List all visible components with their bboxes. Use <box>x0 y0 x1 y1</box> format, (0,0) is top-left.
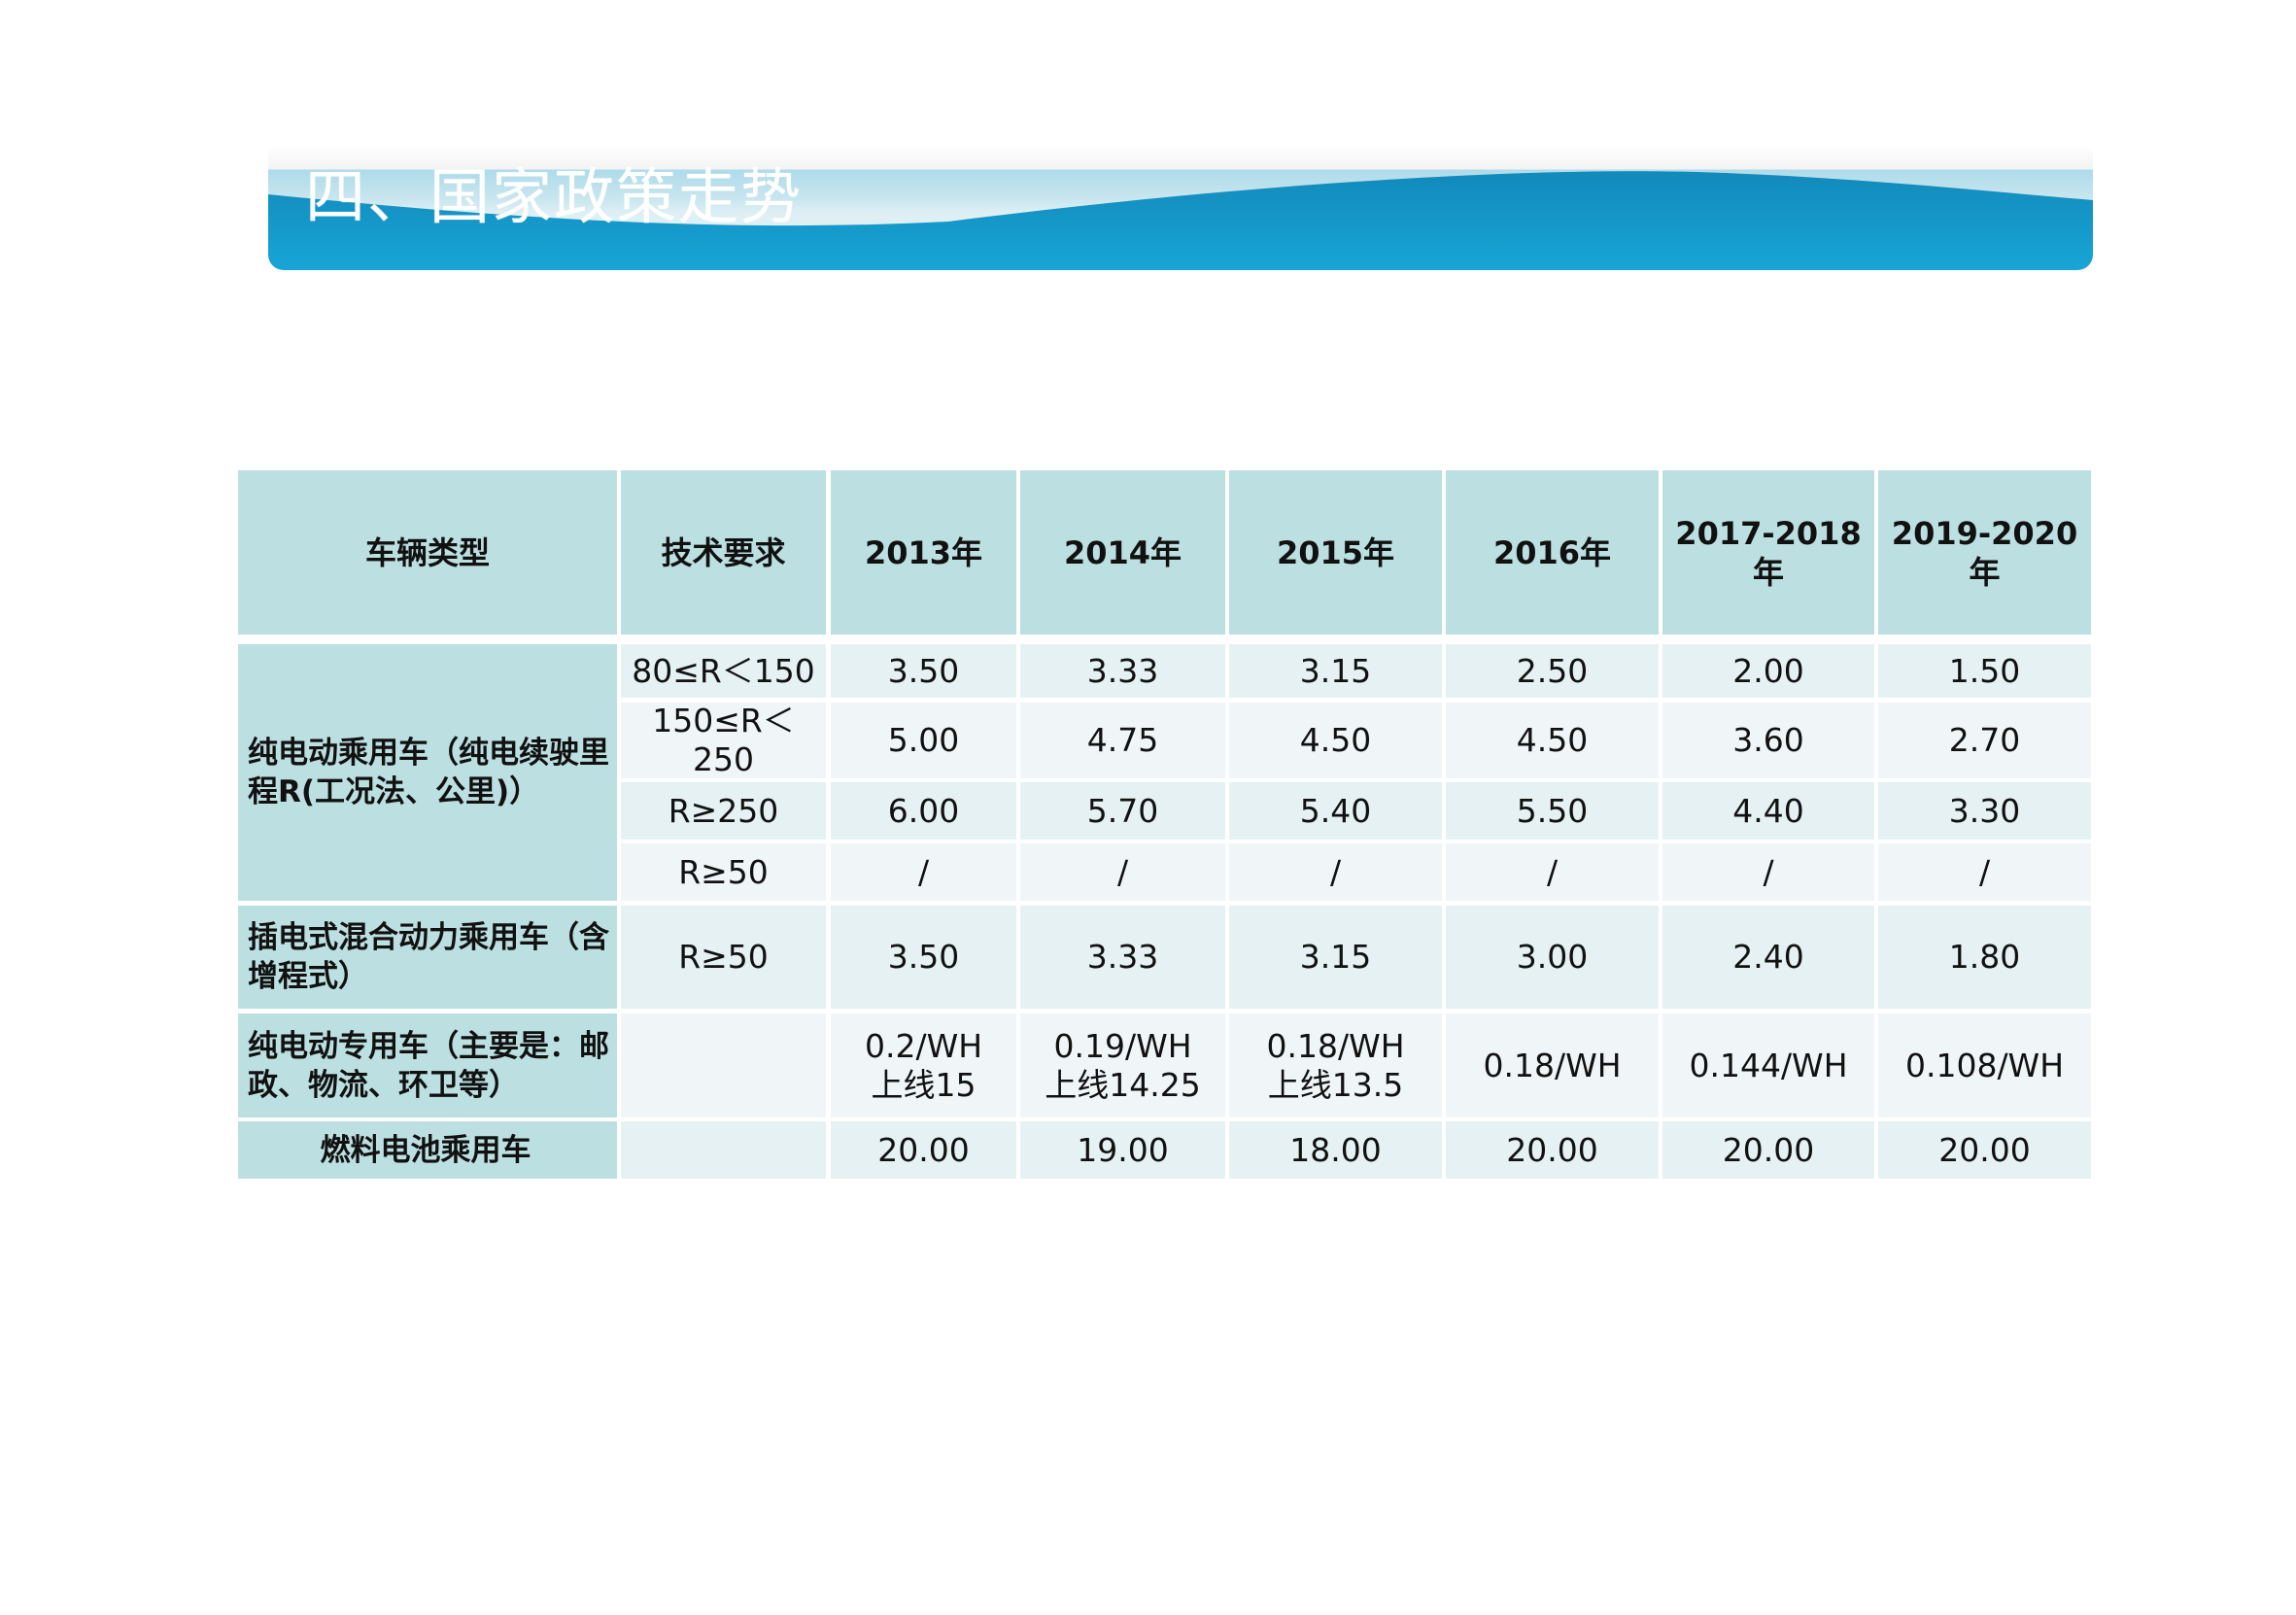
header-2013: 2013年 <box>831 470 1016 635</box>
header-vehicle-type: 车辆类型 <box>238 470 617 635</box>
value-cell: 0.19/WH 上线14.25 <box>1020 1014 1225 1117</box>
value-cell: 4.50 <box>1229 703 1442 778</box>
vehicle-type-fuel-cell: 燃料电池乘用车 <box>238 1121 617 1179</box>
value-cell: 0.18/WH 上线13.5 <box>1229 1014 1442 1117</box>
value-cell: 3.50 <box>831 644 1016 698</box>
value-cell: 5.00 <box>831 703 1016 778</box>
value-cell: 3.15 <box>1229 644 1442 698</box>
requirement-cell: 150≤R＜ 250 <box>621 702 826 778</box>
header-2015: 2015年 <box>1229 470 1442 635</box>
value-cell: 3.33 <box>1020 644 1225 698</box>
value-cell: / <box>1662 843 1874 901</box>
vehicle-type-phev-passenger: 插电式混合动力乘用车（含增程式） <box>238 906 617 1009</box>
value-cell: 3.00 <box>1446 906 1659 1009</box>
requirement-cell: R≥50 <box>621 843 826 901</box>
value-cell: 0.18/WH <box>1446 1014 1659 1117</box>
value-cell: 6.00 <box>831 782 1016 840</box>
value-cell: 1.80 <box>1878 906 2091 1009</box>
value-cell: 19.00 <box>1020 1121 1225 1179</box>
requirement-cell <box>621 1014 826 1117</box>
value-cell: 2.50 <box>1446 644 1659 698</box>
header-tech-requirement: 技术要求 <box>621 470 826 635</box>
value-cell: 4.40 <box>1662 782 1874 840</box>
value-cell: 3.33 <box>1020 906 1225 1009</box>
vehicle-type-bev-special: 纯电动专用车（主要是：邮政、物流、环卫等） <box>238 1014 617 1117</box>
header-2016: 2016年 <box>1446 470 1659 635</box>
requirement-cell <box>621 1121 826 1179</box>
value-cell: 18.00 <box>1229 1121 1442 1179</box>
value-cell: / <box>1878 843 2091 901</box>
value-cell: / <box>831 843 1016 901</box>
value-cell: / <box>1020 843 1225 901</box>
wave-decoration <box>268 171 2093 270</box>
value-cell: 5.70 <box>1020 782 1225 840</box>
requirement-cell: R≥50 <box>621 906 826 1009</box>
value-cell: 1.50 <box>1878 644 2091 698</box>
value-cell: 20.00 <box>1662 1121 1874 1179</box>
header-2014: 2014年 <box>1020 470 1225 635</box>
value-cell: 3.60 <box>1662 703 1874 778</box>
value-cell: 20.00 <box>831 1121 1016 1179</box>
value-cell: 20.00 <box>1878 1121 2091 1179</box>
value-cell: 0.108/WH <box>1878 1014 2091 1117</box>
value-cell: 2.70 <box>1878 703 2091 778</box>
value-cell: 3.15 <box>1229 906 1442 1009</box>
requirement-cell: R≥250 <box>621 782 826 840</box>
value-cell: / <box>1446 843 1659 901</box>
value-cell: 5.50 <box>1446 782 1659 840</box>
header-2017-2018: 2017-2018 年 <box>1662 470 1874 635</box>
requirement-cell: 80≤R＜150 <box>621 644 826 698</box>
page-title: 四、国家政策走势 <box>305 161 804 232</box>
value-cell: 2.00 <box>1662 644 1874 698</box>
vehicle-type-bev-passenger: 纯电动乘用车（纯电续驶里程R(工况法、公里)） <box>238 644 617 901</box>
value-cell: 0.144/WH <box>1662 1014 1874 1117</box>
section-banner: 四、国家政策走势 <box>268 146 2093 270</box>
value-cell: 5.40 <box>1229 782 1442 840</box>
value-cell: 2.40 <box>1662 906 1874 1009</box>
value-cell: 3.50 <box>831 906 1016 1009</box>
value-cell: 4.75 <box>1020 703 1225 778</box>
value-cell: 4.50 <box>1446 703 1659 778</box>
value-cell: 20.00 <box>1446 1121 1659 1179</box>
header-2019-2020: 2019-2020 年 <box>1878 470 2091 635</box>
value-cell: 3.30 <box>1878 782 2091 840</box>
value-cell: 0.2/WH 上线15 <box>831 1014 1016 1117</box>
value-cell: / <box>1229 843 1442 901</box>
